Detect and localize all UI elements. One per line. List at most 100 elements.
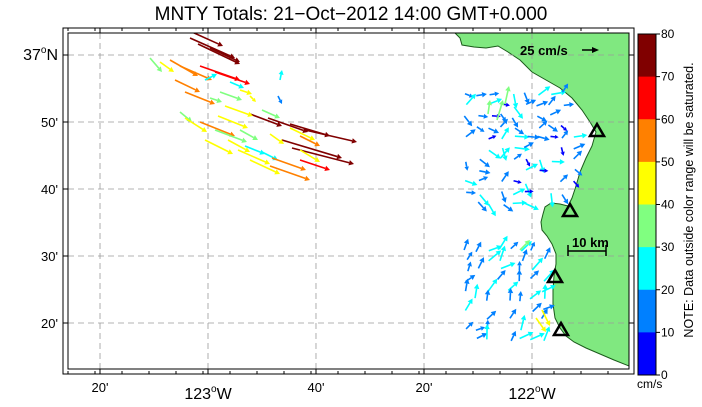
current-vector (496, 104, 503, 121)
current-vector (529, 334, 541, 341)
current-vector-head (562, 174, 569, 180)
current-vector-head (493, 128, 500, 134)
current-vector (478, 114, 484, 118)
current-vector (543, 306, 551, 311)
colorbar-tick-label: 40 (661, 198, 675, 212)
current-vector (538, 123, 545, 129)
current-vector (464, 302, 471, 311)
current-vector (465, 96, 474, 106)
current-vector-head (575, 183, 580, 188)
longitude-label: 40' (308, 380, 325, 395)
current-vector-head (511, 330, 517, 337)
current-vector (501, 131, 507, 140)
current-vector (525, 158, 529, 164)
current-vector (520, 243, 529, 252)
current-vector (529, 273, 536, 280)
longitude-label: 20' (92, 380, 109, 395)
current-vector (510, 335, 515, 342)
current-vector-head (541, 120, 548, 126)
current-vector (514, 127, 521, 133)
current-vector (501, 147, 506, 157)
current-vector (299, 149, 317, 161)
current-vector-head (524, 240, 530, 246)
current-vector (179, 65, 208, 79)
colorbar-tick-label: 10 (661, 325, 675, 339)
current-vector (463, 243, 468, 251)
current-vector (465, 131, 473, 138)
current-vector-head (544, 86, 551, 92)
current-vector-head (545, 326, 551, 332)
current-vector-head (209, 99, 215, 105)
current-vector (532, 305, 539, 313)
latitude-label: 20' (41, 316, 58, 331)
current-vector-head (532, 163, 539, 169)
graticule (68, 33, 629, 369)
current-vector (500, 113, 505, 119)
current-vector-head (496, 98, 503, 104)
current-vector (239, 89, 248, 94)
current-vector-head (500, 245, 506, 252)
current-vector-head (560, 151, 565, 156)
current-vector (489, 93, 495, 96)
current-vector-head (519, 188, 526, 194)
current-vector (479, 170, 486, 173)
current-vector (209, 97, 218, 102)
current-vector (227, 139, 246, 151)
current-vector-head (498, 100, 505, 106)
current-vector (214, 71, 246, 84)
current-vector (523, 92, 528, 100)
current-vector (574, 168, 580, 174)
current-vector (304, 129, 353, 142)
scale-vector-head (592, 47, 599, 53)
current-vector (499, 250, 505, 261)
current-vector (476, 93, 483, 97)
current-vector-head (274, 169, 280, 175)
current-vector (289, 127, 311, 139)
current-vector-head (495, 250, 502, 256)
current-vector-head (241, 137, 247, 143)
current-vector-head (467, 251, 473, 257)
current-vector (573, 134, 583, 138)
current-vector-head (550, 284, 556, 290)
current-vector-head (217, 41, 223, 47)
colorbar-tick-label: 50 (661, 155, 675, 169)
current-vector-head (579, 143, 586, 149)
colorbar-unit: cm/s (637, 377, 662, 391)
current-vector-head (544, 168, 549, 173)
current-vector (475, 327, 482, 332)
current-vector-head (278, 138, 284, 144)
current-vector-head (504, 147, 510, 153)
current-vector-head (563, 127, 568, 132)
current-vector (535, 317, 544, 329)
current-vector (464, 93, 470, 97)
current-vector-head (511, 308, 517, 315)
current-vector (237, 149, 266, 163)
current-vector-head (479, 127, 485, 132)
current-vector (507, 284, 516, 292)
current-vector-head (520, 314, 527, 321)
current-vector-head (503, 127, 509, 133)
current-vector (543, 272, 552, 282)
current-vector-head (242, 123, 248, 129)
current-vector (179, 111, 189, 120)
current-vector (520, 319, 525, 331)
current-vector-head (483, 200, 490, 206)
current-vector-head (577, 170, 583, 176)
current-vector (498, 239, 506, 250)
colorbar-segment (638, 119, 656, 163)
current-vector (217, 115, 244, 127)
current-vector (537, 88, 547, 96)
colorbar-segment (638, 34, 656, 78)
current-vector-head (476, 241, 482, 248)
current-vector-head (251, 97, 256, 102)
current-vector-head (507, 287, 514, 294)
current-vector-head (264, 159, 270, 165)
current-vector-head (227, 149, 233, 155)
current-vector (199, 121, 231, 135)
current-vector-head (244, 147, 250, 153)
current-vector (209, 47, 236, 61)
current-vector (487, 203, 494, 213)
current-vector-head (516, 269, 523, 275)
current-vector-head (495, 153, 501, 159)
current-vector-head (537, 257, 544, 264)
